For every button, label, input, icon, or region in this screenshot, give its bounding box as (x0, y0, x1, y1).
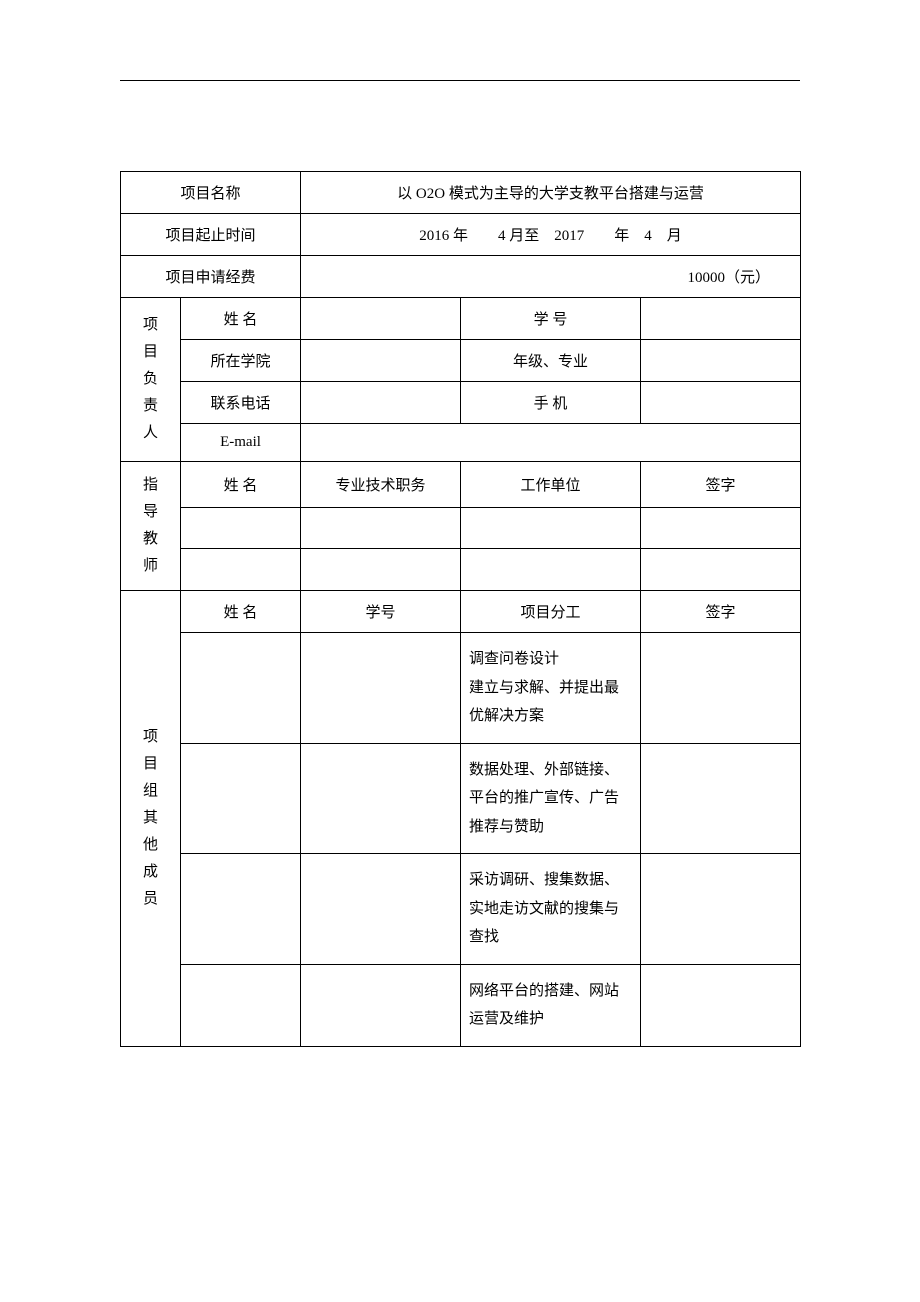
top-rule (120, 80, 800, 81)
advisor-section-title: 指导教师 (121, 462, 181, 591)
members-name-header: 姓 名 (181, 591, 301, 633)
leader-tel-value (301, 382, 461, 424)
advisor-row2-title (301, 549, 461, 591)
member-row3-id (301, 854, 461, 965)
leader-grade-label: 年级、专业 (461, 340, 641, 382)
leader-name-value (301, 298, 461, 340)
leader-mobile-label: 手 机 (461, 382, 641, 424)
member-row4-sign (641, 964, 801, 1046)
leader-mobile-value (641, 382, 801, 424)
advisor-row2-unit (461, 549, 641, 591)
leader-grade-value (641, 340, 801, 382)
advisor-unit-header: 工作单位 (461, 462, 641, 508)
advisor-row1-unit (461, 507, 641, 549)
leader-name-label: 姓 名 (181, 298, 301, 340)
advisor-row2-sign (641, 549, 801, 591)
leader-id-label: 学 号 (461, 298, 641, 340)
member-row3-name (181, 854, 301, 965)
member-row1-sign (641, 633, 801, 744)
advisor-row2-name (181, 549, 301, 591)
leader-id-value (641, 298, 801, 340)
member-row3-sign (641, 854, 801, 965)
project-budget-value: 10000（元） (301, 256, 801, 298)
advisor-row1-name (181, 507, 301, 549)
project-period-value: 2016 年 4 月至 2017 年 4 月 (301, 214, 801, 256)
member-row2-task: 数据处理、外部链接、平台的推广宣传、广告推荐与赞助 (461, 743, 641, 854)
member-row1-task: 调查问卷设计建立与求解、并提出最优解决方案 (461, 633, 641, 744)
leader-tel-label: 联系电话 (181, 382, 301, 424)
members-section-title: 项目组其他成员 (121, 591, 181, 1047)
advisor-row1-sign (641, 507, 801, 549)
member-row2-sign (641, 743, 801, 854)
leader-email-label: E-mail (181, 424, 301, 462)
member-row4-id (301, 964, 461, 1046)
project-name-value: 以 O2O 模式为主导的大学支教平台搭建与运营 (301, 172, 801, 214)
member-row1-id (301, 633, 461, 744)
member-row1-name (181, 633, 301, 744)
members-task-header: 项目分工 (461, 591, 641, 633)
leader-email-value (301, 424, 801, 462)
advisor-sign-header: 签字 (641, 462, 801, 508)
member-row3-task: 采访调研、搜集数据、实地走访文献的搜集与查找 (461, 854, 641, 965)
member-row4-task: 网络平台的搭建、网站运营及维护 (461, 964, 641, 1046)
member-row2-name (181, 743, 301, 854)
leader-section-title: 项目负责人 (121, 298, 181, 462)
project-budget-label: 项目申请经费 (121, 256, 301, 298)
members-id-header: 学号 (301, 591, 461, 633)
advisor-row1-title (301, 507, 461, 549)
application-form-table: 项目名称 以 O2O 模式为主导的大学支教平台搭建与运营 项目起止时间 2016… (120, 171, 801, 1047)
project-name-label: 项目名称 (121, 172, 301, 214)
project-period-label: 项目起止时间 (121, 214, 301, 256)
members-sign-header: 签字 (641, 591, 801, 633)
advisor-name-header: 姓 名 (181, 462, 301, 508)
leader-college-label: 所在学院 (181, 340, 301, 382)
advisor-title-header: 专业技术职务 (301, 462, 461, 508)
member-row2-id (301, 743, 461, 854)
member-row4-name (181, 964, 301, 1046)
leader-college-value (301, 340, 461, 382)
